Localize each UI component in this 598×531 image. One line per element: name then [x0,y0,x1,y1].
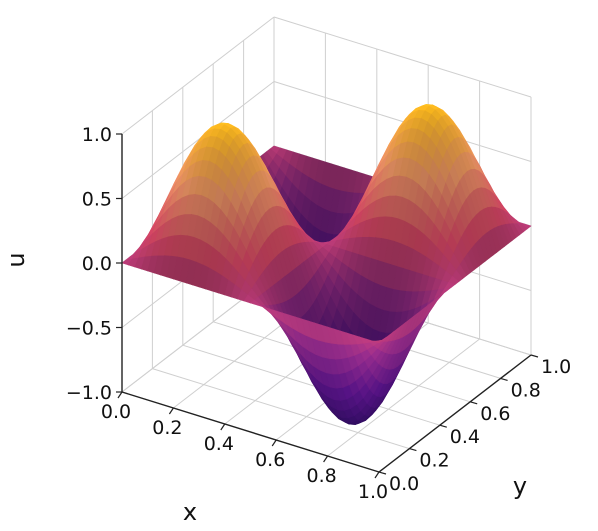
x-tick-label-2: 0.4 [204,433,234,455]
x-tick-label-3: 0.6 [255,449,285,471]
y-tick-mark-4 [500,377,508,381]
y-tick-label-0: 0.0 [389,473,419,495]
z-tick-label-2: 0.0 [82,253,112,275]
x-axis-label: x [183,498,197,526]
y-axis-label: y [513,472,527,500]
back-wall-gridline-z-3 [273,81,532,162]
z-tick-label-1: −0.5 [66,318,112,340]
x-tick-label-0: 0.0 [101,401,131,423]
z-axis-label: u [2,252,30,267]
y-tick-mark-0 [378,471,387,475]
x-tick-label-5: 1.0 [358,481,388,503]
axis-lines [116,133,539,479]
y-tick-mark-3 [470,401,478,405]
back-wall-gridline-z-4 [273,16,532,98]
x-tick-mark-0 [117,391,123,399]
side-wall-gridline-z-3 [121,81,275,199]
x-tick-mark-2 [220,423,226,431]
y-tick-mark-2 [439,424,447,428]
y-tick-mark-5 [530,354,539,358]
y-tick-label-2: 0.4 [450,426,480,448]
x-axis-line [121,391,380,473]
z-tick-label-3: 0.5 [82,189,112,211]
surface-patch-1599 [372,339,383,344]
floor-gridline-x-4 [327,338,480,457]
floor-gridline-y-2 [182,344,440,426]
y-tick-label-5: 1.0 [541,356,571,378]
tick-labels: 0.00.20.40.60.81.0 0.00.20.40.60.81.0−1.0… [66,124,571,503]
x-tick-mark-4 [323,455,329,463]
x-tick-mark-1 [168,407,174,415]
x-tick-label-1: 0.2 [152,417,182,439]
z-tick-label-0: −1.0 [66,382,112,404]
x-tick-label-4: 0.8 [306,465,336,487]
y-axis-line [378,354,532,473]
x-tick-mark-3 [271,439,277,447]
floor-gridline-y-1 [152,368,410,450]
x-tick-mark-5 [374,471,380,479]
y-tick-mark-1 [409,448,417,452]
surface-plot [121,104,532,425]
side-wall-gridline-z-4 [121,16,275,135]
y-tick-label-4: 0.8 [511,379,541,401]
y-tick-label-3: 0.6 [480,403,510,425]
z-tick-label-4: 1.0 [82,124,112,146]
y-tick-label-1: 0.2 [419,450,449,472]
